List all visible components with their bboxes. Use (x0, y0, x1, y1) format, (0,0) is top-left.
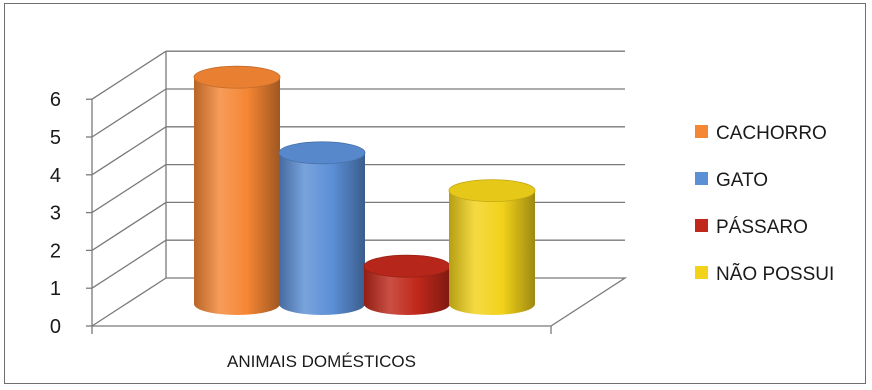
x-category-label: ANIMAIS DOMÉSTICOS (227, 352, 416, 371)
legend-label: GATO (716, 170, 768, 191)
bar-cachorro (193, 65, 281, 315)
y-tick-label-1: 1 (50, 278, 61, 300)
bar-gato (278, 141, 366, 315)
legend-label: PÁSSARO (716, 217, 808, 238)
y-tick-label-6: 6 (50, 89, 61, 111)
legend-label: CACHORRO (716, 123, 827, 144)
y-tick-label-4: 4 (50, 165, 61, 187)
legend-item-gato: GATO (695, 170, 768, 191)
legend-label: NÃO POSSUI (716, 263, 834, 285)
chart-svg: 0 1 2 3 4 5 6 ANIMAIS DOMÉSTICOS CACHORRO GATO P… (50, 50, 834, 371)
bars (193, 65, 536, 315)
legend-item-p-ssaro: PÁSSARO (695, 217, 808, 238)
bar-n-o-possui (448, 179, 536, 315)
y-axis-ticks: 0 1 2 3 4 5 6 (50, 89, 92, 338)
y-tick-label-2: 2 (50, 240, 61, 262)
legend: CACHORRO GATO PÁSSARO NÃO POSSUI (695, 123, 834, 285)
legend-item-n-o-possui: NÃO POSSUI (695, 263, 834, 285)
legend-item-cachorro: CACHORRO (695, 123, 827, 144)
legend-swatch (695, 125, 708, 138)
y-tick-label-0: 0 (50, 316, 61, 338)
legend-swatch (695, 266, 708, 279)
bar-p-ssaro (363, 254, 451, 315)
x-axis-labels: ANIMAIS DOMÉSTICOS (91, 326, 552, 371)
y-tick-label-3: 3 (50, 203, 61, 225)
legend-swatch (695, 172, 708, 185)
legend-swatch (695, 219, 708, 232)
y-tick-label-5: 5 (50, 127, 61, 149)
chart-frame: 0 1 2 3 4 5 6 ANIMAIS DOMÉSTICOS CACHORRO GATO P… (4, 3, 866, 384)
